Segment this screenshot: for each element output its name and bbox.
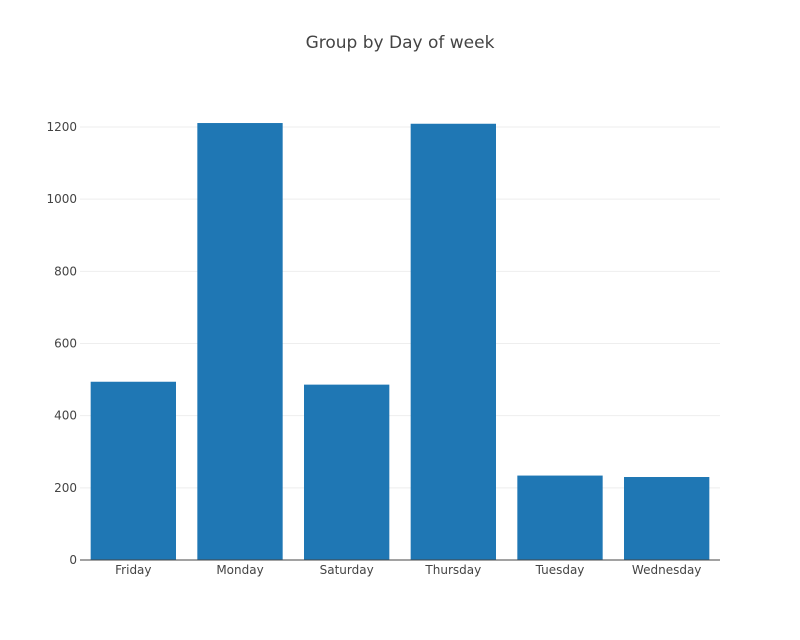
x-tick-label: Tuesday [535,563,585,577]
x-tick-label: Friday [115,563,151,577]
bar-monday [197,123,283,561]
chart-title: Group by Day of week [305,33,495,53]
x-tick-label: Thursday [424,563,481,577]
axes: 0 200 400 600 800 1000 1200 Friday Monday Saturda… [46,120,720,577]
y-tick-label: 600 [54,337,77,351]
bar-saturday [304,384,390,560]
y-tick-label: 1200 [46,120,77,134]
bar-thursday [410,123,496,560]
y-tick-label: 0 [69,553,77,567]
x-tick-label: Monday [216,563,263,577]
y-tick-label: 200 [54,481,77,495]
x-tick-label: Wednesday [632,563,701,577]
bar-tuesday [517,475,603,560]
bar-wednesday [624,477,710,560]
gridlines [80,126,720,489]
y-tick-label: 400 [54,409,77,423]
y-tick-label: 800 [54,264,77,278]
bars [90,123,710,561]
y-tick-label: 1000 [46,192,77,206]
x-tick-label: Saturday [320,563,374,577]
bar-friday [90,381,176,560]
